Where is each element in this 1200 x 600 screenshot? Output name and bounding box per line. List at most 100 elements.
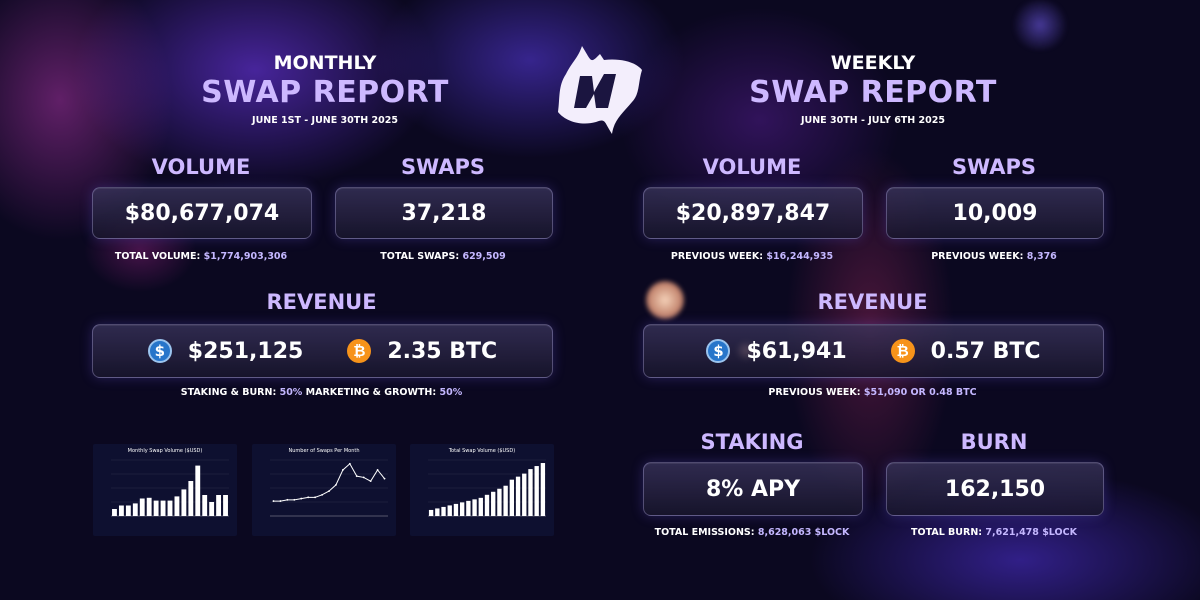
weekly-volume-card: $20,897,847 <box>643 187 863 239</box>
chart-bar <box>534 466 539 516</box>
chart-bar <box>441 506 446 516</box>
weekly-volume-sub-label: PREVIOUS WEEK: <box>670 251 764 262</box>
chart-bar <box>188 481 194 516</box>
chart-title: Number of Swaps Per Month <box>288 448 360 454</box>
chart-bar <box>174 496 180 516</box>
chart-monthly-swap-volume: Monthly Swap Volume ($USD) <box>93 444 237 536</box>
weekly-title-line2: SWAP REPORT <box>749 75 997 110</box>
chart-bar <box>484 494 490 516</box>
monthly-volume-value: $80,677,074 <box>124 200 280 226</box>
weekly-volume-value: $20,897,847 <box>675 200 831 226</box>
chart-bar <box>497 488 502 516</box>
chart-title: Total Swap Volume ($USD) <box>448 448 516 454</box>
weekly-burn-sub: TOTAL BURN: 7,621,478 $LOCK <box>886 527 1102 538</box>
chart-bar <box>209 502 215 516</box>
split-value-1: 50% <box>279 387 303 398</box>
weekly-staking-label: STAKING <box>700 430 804 454</box>
weekly-burn-sub-value: 7,621,478 $LOCK <box>985 527 1077 538</box>
brand-logo <box>558 46 642 134</box>
chart-total-swap-volume: Total Swap Volume ($USD) <box>410 444 554 536</box>
chart-bar <box>491 491 496 516</box>
weekly-revenue-usd: $61,941 <box>746 338 847 364</box>
chart-point <box>335 483 337 486</box>
chart-bar <box>528 469 533 516</box>
monthly-revenue-btc: 2.35 BTC <box>387 338 498 364</box>
chart-series-line <box>273 462 385 502</box>
chart-bar <box>466 500 471 516</box>
chart-bar <box>453 503 459 516</box>
bitcoin-coin-icon: ₿ <box>347 339 372 363</box>
usdc-coin-icon: $ <box>706 339 731 363</box>
chart-bar <box>515 476 521 516</box>
bitcoin-coin-icon: ₿ <box>890 339 915 363</box>
usdc-coin-icon: $ <box>147 339 172 363</box>
chart-bar <box>160 500 166 516</box>
monthly-volume-card: $80,677,074 <box>92 187 312 239</box>
chart-bar <box>472 499 477 516</box>
chart-point <box>355 475 358 478</box>
weekly-swaps-sub-label: PREVIOUS WEEK: <box>931 251 1024 262</box>
weekly-revenue-sub: PREVIOUS WEEK: $51,090 OR 0.48 BTC <box>643 387 1102 398</box>
chart-point <box>321 493 323 496</box>
weekly-swaps-card: 10,009 <box>886 187 1104 239</box>
monthly-title-line2: SWAP REPORT <box>201 75 449 110</box>
chart-point <box>376 469 379 471</box>
chart-bar <box>167 500 173 516</box>
weekly-date-range: JUNE 30TH - JULY 6TH 2025 <box>800 115 945 126</box>
weekly-volume-label: VOLUME <box>702 155 802 179</box>
monthly-volume-sub-label: TOTAL VOLUME: <box>114 251 201 262</box>
monthly-swaps-value: 37,218 <box>401 200 487 226</box>
weekly-staking-card: 8% APY <box>643 462 863 516</box>
weekly-volume-sub-value: $16,244,935 <box>766 251 834 262</box>
chart-title: Monthly Swap Volume ($USD) <box>127 448 203 454</box>
chart-point <box>286 498 289 501</box>
chart-bar <box>509 479 515 516</box>
monthly-revenue-split: STAKING & BURN: 50% MARKETING & GROWTH: … <box>92 387 551 398</box>
chart-bar <box>202 495 208 516</box>
chart-point <box>293 498 296 501</box>
chart-point <box>300 497 303 500</box>
split-label-2: MARKETING & GROWTH: <box>305 387 437 398</box>
bokeh-light <box>645 280 685 320</box>
monthly-swaps-card: 37,218 <box>335 187 553 239</box>
weekly-title-line1: WEEKLY <box>830 52 916 74</box>
weekly-swaps-sub-value: 8,376 <box>1026 251 1057 262</box>
weekly-burn-card: 162,150 <box>886 462 1104 516</box>
weekly-burn-value: 162,150 <box>944 476 1046 502</box>
split-value-2: 50% <box>439 387 463 398</box>
weekly-swaps-value: 10,009 <box>952 200 1038 226</box>
chart-point <box>328 490 330 493</box>
monthly-swaps-sub: TOTAL SWAPS: 629,509 <box>335 251 551 262</box>
weekly-swaps-sub: PREVIOUS WEEK: 8,376 <box>886 251 1102 262</box>
monthly-swaps-sub-label: TOTAL SWAPS: <box>380 251 460 262</box>
monthly-date-range: JUNE 1ST - JUNE 30TH 2025 <box>252 115 398 126</box>
chart-bar <box>459 502 465 516</box>
chart-bar <box>181 489 187 516</box>
chart-point <box>279 500 282 502</box>
monthly-swaps-label: SWAPS <box>400 155 486 179</box>
monthly-revenue-usd: $251,125 <box>187 338 304 364</box>
chart-point <box>369 480 372 483</box>
chart-bar <box>216 495 222 516</box>
weekly-staking-sub-value: 8,628,063 $LOCK <box>757 527 850 538</box>
weekly-revenue-card: $ $61,941 ₿ 0.57 BTC <box>643 324 1104 378</box>
chart-point <box>362 476 365 479</box>
monthly-volume-label: VOLUME <box>151 155 251 179</box>
chart-bar <box>132 503 138 516</box>
chart-point <box>348 462 351 465</box>
monthly-volume-sub: TOTAL VOLUME: $1,774,903,306 <box>92 251 310 262</box>
chart-bar <box>223 495 228 516</box>
split-label-1: STAKING & BURN: <box>180 387 277 398</box>
chart-bar <box>447 505 452 516</box>
chart-bar <box>428 509 434 516</box>
chart-bar <box>503 485 508 516</box>
monthly-swaps-sub-value: 629,509 <box>462 251 506 262</box>
weekly-revenue-sub-value: $51,090 OR 0.48 BTC <box>863 387 977 398</box>
weekly-staking-sub-label: TOTAL EMISSIONS: <box>654 527 755 538</box>
weekly-revenue-sub-label: PREVIOUS WEEK: <box>768 387 861 398</box>
monthly-revenue-label: REVENUE <box>266 290 377 314</box>
chart-bar <box>112 509 117 516</box>
chart-bar <box>118 505 124 516</box>
chart-bar <box>125 505 131 516</box>
chart-bar <box>540 463 546 516</box>
